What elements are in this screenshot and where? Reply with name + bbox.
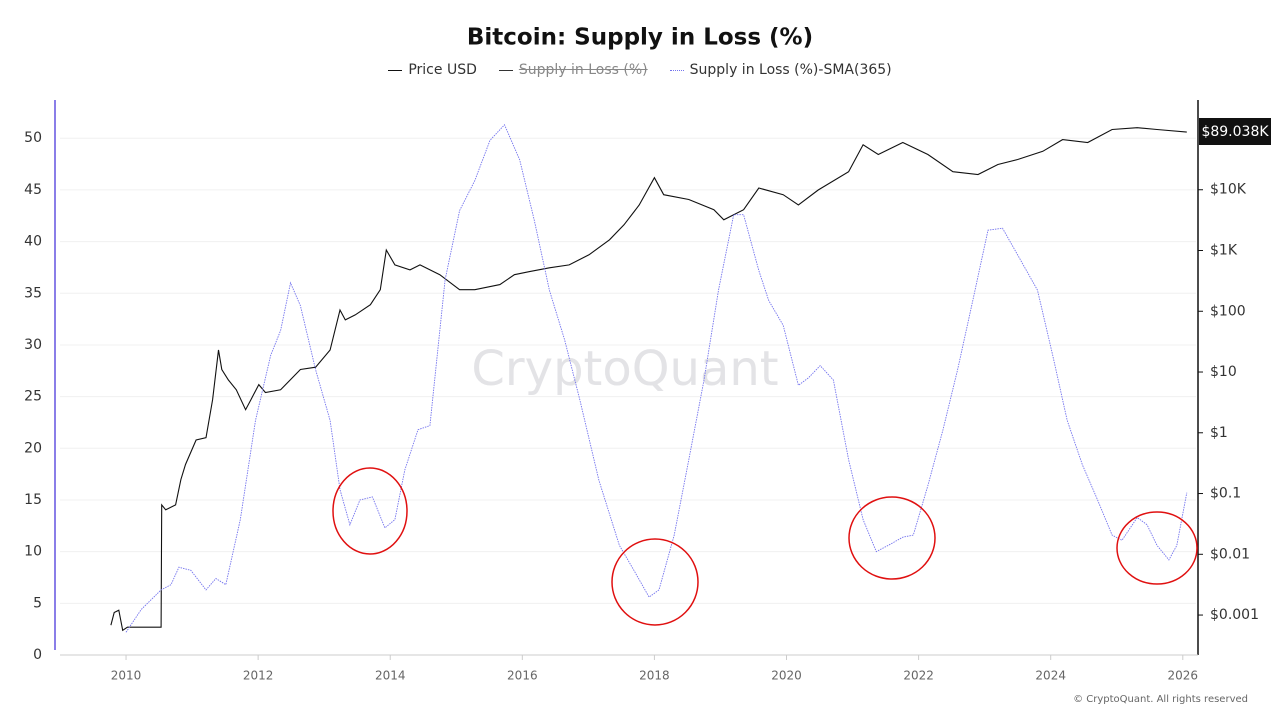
highlight-circle bbox=[1116, 511, 1198, 585]
y-tick-label: 50 bbox=[24, 130, 42, 146]
y2-tick-label: $0.001 bbox=[1210, 607, 1259, 623]
series-line bbox=[110, 127, 1187, 632]
series-line bbox=[125, 123, 1188, 633]
x-tick-label: 2014 bbox=[375, 669, 406, 683]
legend-item[interactable]: Supply in Loss (%) bbox=[498, 62, 648, 78]
x-tick-label: 2012 bbox=[243, 669, 274, 683]
x-tick-label: 2026 bbox=[1168, 669, 1199, 683]
x-tick-label: 2020 bbox=[771, 669, 802, 683]
plot bbox=[110, 123, 1188, 633]
y2-tick-label: $100 bbox=[1210, 303, 1246, 319]
highlight-circle bbox=[611, 538, 699, 626]
y-tick-label: 40 bbox=[24, 234, 42, 250]
legend-swatch bbox=[388, 69, 403, 71]
last-price-box bbox=[1199, 118, 1271, 145]
copyright: © CryptoQuant. All rights reserved bbox=[1073, 694, 1248, 705]
legend-swatch bbox=[669, 69, 684, 71]
y2-tick-label: $10 bbox=[1210, 364, 1237, 380]
y-tick-label: 35 bbox=[24, 285, 42, 301]
y2-tick-label: $0.1 bbox=[1210, 486, 1241, 502]
y-tick-label: 0 bbox=[33, 647, 42, 663]
y2-tick-label: $10K bbox=[1210, 182, 1247, 198]
y-tick-label: 15 bbox=[24, 492, 42, 508]
legend-swatch bbox=[498, 69, 513, 71]
y-tick-label: 20 bbox=[24, 440, 42, 456]
y-tick-label: 25 bbox=[24, 389, 42, 405]
watermark: CryptoQuant bbox=[471, 341, 778, 397]
y-tick-label: 10 bbox=[24, 544, 42, 560]
grid bbox=[60, 137, 1196, 656]
last-price-label: $89.038K bbox=[1201, 124, 1269, 140]
chart-title: Bitcoin: Supply in Loss (%) bbox=[467, 25, 813, 51]
y2-tick-label: $1 bbox=[1210, 425, 1228, 441]
highlight-circle bbox=[848, 496, 936, 580]
legend-label: Supply in Loss (%) bbox=[518, 62, 648, 78]
y-tick-label: 30 bbox=[24, 337, 42, 353]
y2-tick-label: $0.01 bbox=[1210, 546, 1250, 562]
x-tick-label: 2016 bbox=[507, 669, 538, 683]
legend-item[interactable]: Price USD bbox=[388, 62, 477, 78]
highlight-circle bbox=[332, 467, 408, 555]
legend-label: Supply in Loss (%)-SMA(365) bbox=[689, 62, 892, 78]
x-tick-label: 2022 bbox=[903, 669, 934, 683]
legend: Price USD Supply in Loss (%) Supply in Los… bbox=[0, 62, 1280, 78]
x-tick-label: 2010 bbox=[111, 669, 142, 683]
x-tick-label: 2024 bbox=[1035, 669, 1066, 683]
legend-item[interactable]: Supply in Loss (%)-SMA(365) bbox=[669, 62, 892, 78]
y-tick-label: 45 bbox=[24, 182, 42, 198]
y2-tick-label: $1K bbox=[1210, 243, 1238, 259]
legend-label: Price USD bbox=[408, 62, 477, 78]
y-tick-label: 5 bbox=[33, 595, 42, 611]
x-tick-label: 2018 bbox=[639, 669, 670, 683]
